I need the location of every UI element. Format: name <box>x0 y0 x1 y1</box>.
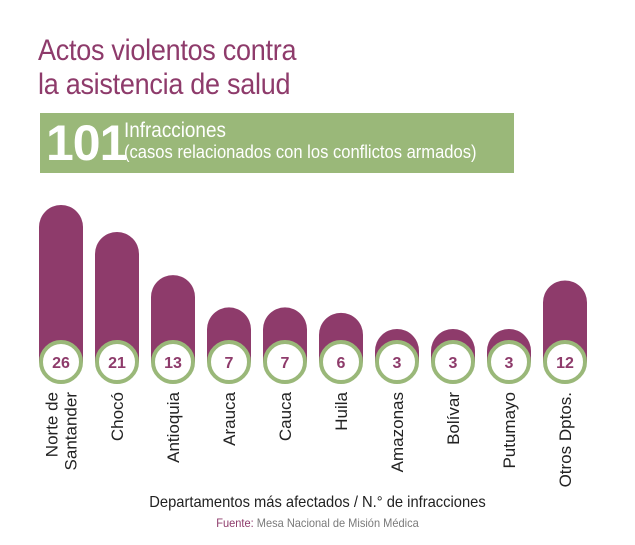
category-label: Otros Dptos. <box>556 392 575 487</box>
value-badge <box>487 340 531 384</box>
value-badge <box>431 340 475 384</box>
value-badge <box>207 340 251 384</box>
category-label: Antioquia <box>164 391 183 462</box>
chart-title-line-1: Actos violentos contra <box>38 34 297 67</box>
value-badge <box>151 340 195 384</box>
category-label-line: Chocó <box>108 392 127 441</box>
data-label: 7 <box>281 355 290 372</box>
category-label-line: Putumayo <box>500 392 519 469</box>
data-label: 3 <box>449 355 458 372</box>
data-label: 21 <box>108 355 126 372</box>
data-label: 3 <box>393 355 402 372</box>
value-badge <box>319 340 363 384</box>
total-count: 101 <box>46 115 127 171</box>
category-label-line: Otros Dptos. <box>556 392 575 487</box>
bar <box>543 280 587 362</box>
value-badge <box>543 340 587 384</box>
source-note: Fuente: Mesa Nacional de Misión Médica <box>25 516 609 530</box>
value-badge <box>263 340 307 384</box>
chart-title-line-2: la asistencia de salud <box>38 68 291 101</box>
category-label-line: Bolívar <box>444 392 463 445</box>
bar <box>151 275 195 362</box>
category-label: Huila <box>332 391 351 430</box>
source-prefix: Fuente: <box>216 516 254 530</box>
value-badge <box>95 340 139 384</box>
category-label: Norte de Santander <box>43 392 81 471</box>
data-label: 3 <box>505 355 514 372</box>
summary-banner: 101 Infracciones (casos relacionados con… <box>40 113 514 173</box>
category-label-line: Arauca <box>220 391 239 445</box>
data-label: 13 <box>164 355 182 372</box>
category-label-line: Huila <box>332 391 351 430</box>
category-label: Chocó <box>108 392 127 441</box>
banner-label: Infracciones <box>124 119 226 142</box>
data-label: 12 <box>556 355 574 372</box>
category-label-line: Santander <box>62 392 81 471</box>
category-label-line: Cauca <box>276 391 295 441</box>
data-label: 6 <box>337 355 346 372</box>
value-badge <box>39 340 83 384</box>
category-label: Bolívar <box>444 392 463 445</box>
category-label-line: Amazonas <box>388 392 407 472</box>
banner-sublabel: (casos relacionados con los conflictos a… <box>124 142 477 162</box>
data-label: 26 <box>52 355 70 372</box>
category-label: Arauca <box>220 391 239 445</box>
data-label: 7 <box>225 355 234 372</box>
category-label: Putumayo <box>500 392 519 469</box>
category-label-line: Norte de <box>43 392 62 457</box>
x-axis-title: Departamentos más afectados / N.° de inf… <box>149 494 486 511</box>
value-badge <box>375 340 419 384</box>
chart-title: Actos violentos contra la asistencia de … <box>38 34 470 102</box>
category-label: Amazonas <box>388 392 407 472</box>
bar <box>39 205 83 362</box>
category-label-line: Antioquia <box>164 391 183 462</box>
category-label: Cauca <box>276 391 295 441</box>
bar <box>95 231 139 362</box>
source-text: Mesa Nacional de Misión Médica <box>256 516 419 530</box>
